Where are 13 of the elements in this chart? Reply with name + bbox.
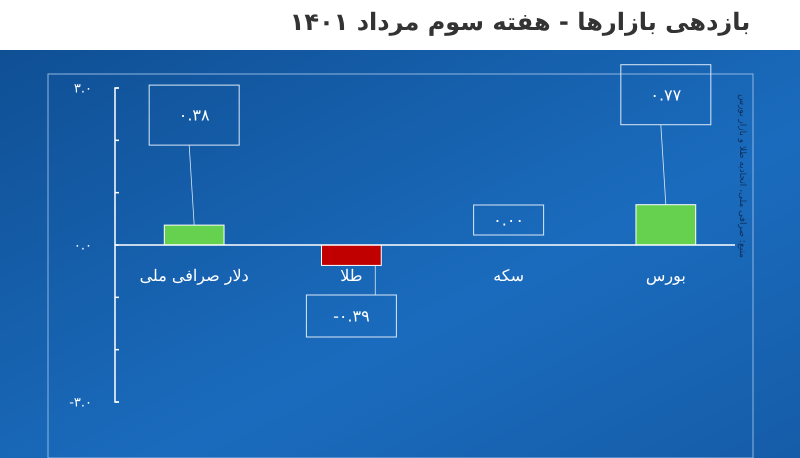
y-tick-label: ۳.۰: [74, 82, 92, 97]
text: منبع: صرافی ملی، اتحادیه طلا و بازار بورس: [737, 94, 747, 258]
data-label: ۰.۷۷: [650, 85, 682, 104]
x-tick-label: بورس: [646, 266, 686, 285]
x-tick-label: دلار صرافی ملی: [140, 266, 249, 285]
data-label: -۰.۳۹: [333, 306, 370, 326]
data-label: ۰.۰۰: [493, 210, 524, 230]
y-tick-label: -۳.۰: [69, 396, 92, 411]
y-tick-label: ۰.۰: [74, 238, 92, 254]
data-label: ۰.۳۸: [178, 106, 210, 125]
chart-title: بازدهی بازارها - هفته سوم مرداد ۱۴۰۱: [290, 8, 750, 36]
x-tick-label: طلا: [340, 266, 363, 285]
x-tick-label: سکه: [493, 266, 524, 285]
